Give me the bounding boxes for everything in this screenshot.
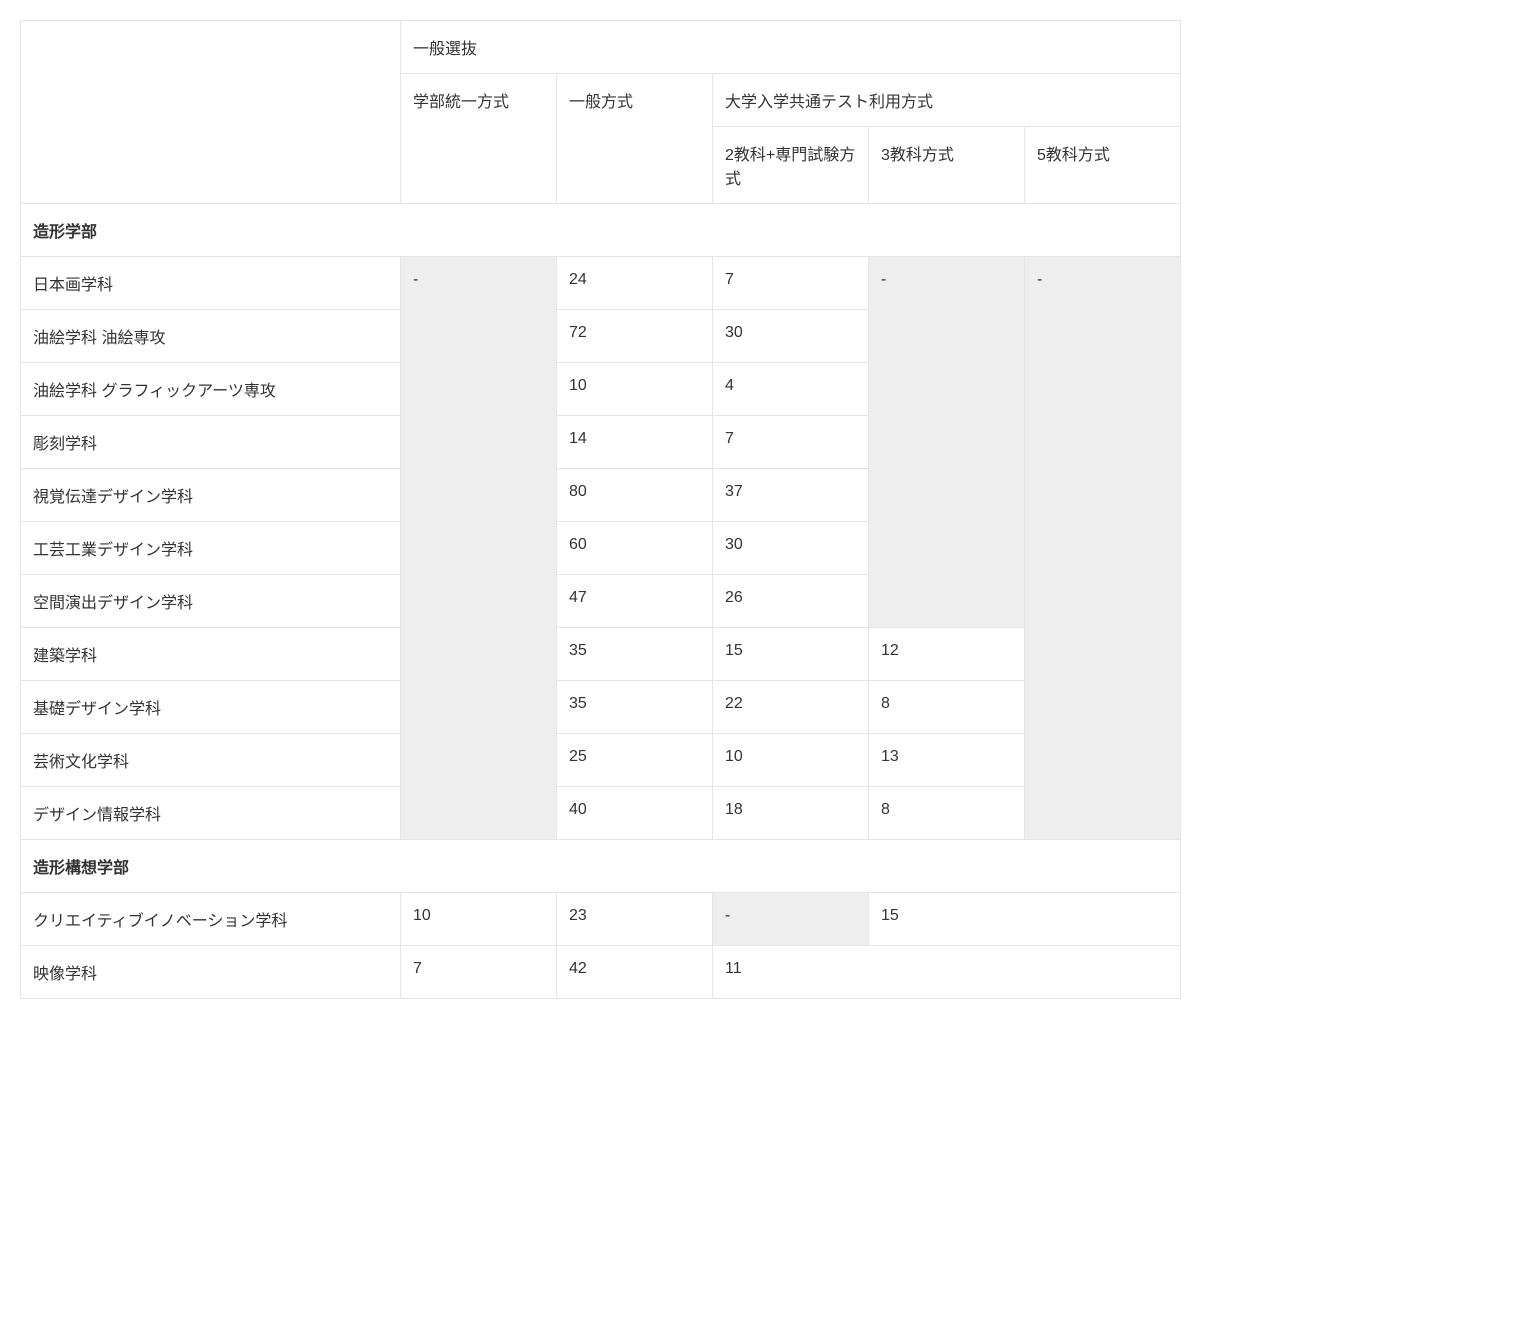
dept-name: 視覚伝達デザイン学科	[21, 469, 401, 522]
cell-c4: 8	[869, 681, 1025, 734]
dept-name: 日本画学科	[21, 257, 401, 310]
cell-c1: 7	[401, 946, 557, 999]
header-c3b: 3教科方式	[869, 127, 1025, 204]
header-blank	[21, 21, 401, 204]
cell-c3: 11	[713, 946, 1181, 999]
cell-c2: 14	[557, 416, 713, 469]
cell-c3: 30	[713, 522, 869, 575]
cell-c3: 7	[713, 416, 869, 469]
table-row: 日本画学科-247--	[21, 257, 1181, 310]
header-c3-span: 大学入学共通テスト利用方式	[713, 74, 1181, 127]
cell-c3: 18	[713, 787, 869, 840]
cell-c3: 30	[713, 310, 869, 363]
cell-c2: 60	[557, 522, 713, 575]
cell-c2: 35	[557, 628, 713, 681]
table-row: 基礎デザイン学科 35228	[21, 681, 1181, 734]
cell-c4: 15	[869, 893, 1181, 946]
table-row: 芸術文化学科 251013	[21, 734, 1181, 787]
dept-name: 建築学科	[21, 628, 401, 681]
cell-c4: 8	[869, 787, 1025, 840]
header-c1: 学部統一方式	[401, 74, 557, 204]
dept-name: 芸術文化学科	[21, 734, 401, 787]
section-title: 造形構想学部	[21, 840, 1181, 893]
table-header: 一般選抜 学部統一方式 一般方式 大学入学共通テスト利用方式 2教科+専門試験方…	[21, 21, 1181, 204]
cell-c2: 80	[557, 469, 713, 522]
cell-c2: 42	[557, 946, 713, 999]
section-title: 造形学部	[21, 204, 1181, 257]
cell-c3: 10	[713, 734, 869, 787]
cell-c3: 22	[713, 681, 869, 734]
header-c3a: 2教科+専門試験方式	[713, 127, 869, 204]
table-row: デザイン情報学科 40188	[21, 787, 1181, 840]
cell-c3: 7	[713, 257, 869, 310]
dept-name: デザイン情報学科	[21, 787, 401, 840]
cell-c2: 47	[557, 575, 713, 628]
cell-c1: 10	[401, 893, 557, 946]
header-c2: 一般方式	[557, 74, 713, 204]
cell-c3: 26	[713, 575, 869, 628]
cell-c2: 25	[557, 734, 713, 787]
cell-c2: 10	[557, 363, 713, 416]
cell-c3: 4	[713, 363, 869, 416]
header-c3c: 5教科方式	[1025, 127, 1181, 204]
table-row: 建築学科 351512	[21, 628, 1181, 681]
cell-c3: 15	[713, 628, 869, 681]
merged-col4: -	[869, 257, 1025, 628]
dept-name: 油絵学科 油絵専攻	[21, 310, 401, 363]
cell-c2: 23	[557, 893, 713, 946]
cell-c4: 13	[869, 734, 1025, 787]
cell-c4: 12	[869, 628, 1025, 681]
cell-c2: 40	[557, 787, 713, 840]
cell-c2: 24	[557, 257, 713, 310]
dept-name: 基礎デザイン学科	[21, 681, 401, 734]
cell-c3: 37	[713, 469, 869, 522]
dept-name: 空間演出デザイン学科	[21, 575, 401, 628]
cell-c2: 35	[557, 681, 713, 734]
merged-col5: -	[1025, 257, 1181, 840]
header-top: 一般選抜	[401, 21, 1181, 74]
table-body: 造形学部日本画学科-247--油絵学科 油絵専攻7230油絵学科 グラフィックア…	[21, 204, 1181, 999]
admissions-table: 一般選抜 学部統一方式 一般方式 大学入学共通テスト利用方式 2教科+専門試験方…	[20, 20, 1181, 999]
dept-name: 油絵学科 グラフィックアーツ専攻	[21, 363, 401, 416]
dept-name: 映像学科	[21, 946, 401, 999]
dept-name: クリエイティブイノベーション学科	[21, 893, 401, 946]
table-row: 映像学科74211	[21, 946, 1181, 999]
merged-col1: -	[401, 257, 557, 840]
cell-c3: -	[713, 893, 869, 946]
dept-name: 工芸工業デザイン学科	[21, 522, 401, 575]
dept-name: 彫刻学科	[21, 416, 401, 469]
table-row: クリエイティブイノベーション学科1023-15	[21, 893, 1181, 946]
cell-c2: 72	[557, 310, 713, 363]
